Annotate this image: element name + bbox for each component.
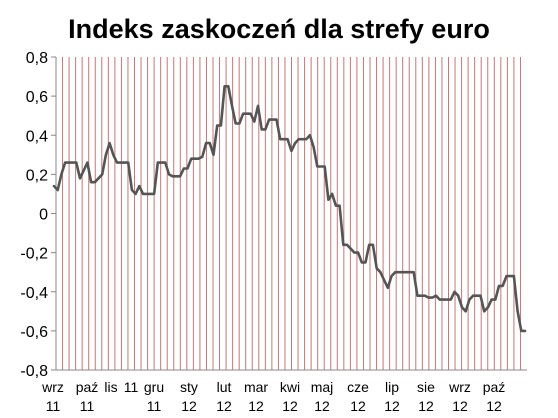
x-tick-label: paź [76,379,99,395]
x-tick-label: 11 [147,398,162,414]
x-tick-label: 12 [248,398,264,414]
x-tick-label: 12 [216,398,232,414]
x-tick-label: 12 [418,398,434,414]
x-tick-label: 12 [384,398,400,414]
x-tick-label: 12 [452,398,468,414]
y-tick-label: 0,8 [26,50,48,67]
x-tick-label: 12 [314,398,330,414]
chart-title: Indeks zaskoczeń dla strefy euro [68,14,490,44]
y-tick-label: 0 [39,207,48,224]
x-tick-label: 12 [350,398,366,414]
y-tick-label: 0,4 [26,128,48,145]
x-tick-label: mar [244,379,268,395]
x-tick-label: 11 [46,398,61,414]
x-tick-label: sty [180,379,198,395]
y-axis-ticks: 0,8 0,6 0,4 0,2 0 -0,2 -0,4 -0,6 -0,8 [20,50,56,380]
x-tick-label: sie [417,379,435,395]
x-tick-label: lip [385,379,399,395]
x-axis-ticks: wrz 11 paź 11 lis 11 gru 11 sty 12 lut 12 mar 12 kwi 12… [41,379,505,414]
x-tick-label: wrz [448,379,471,395]
series [52,85,527,333]
x-tick-label: cze [347,379,369,395]
x-tick-label: 12 [181,398,197,414]
x-tick-label: maj [311,379,334,395]
x-tick-label: 12 [486,398,502,414]
x-tick-label: lis [104,379,117,395]
y-tick-label: -0,6 [20,324,48,341]
x-tick-label: 12 [282,398,298,414]
y-tick-label: -0,8 [20,363,48,380]
x-tick-label: gru [144,379,164,395]
x-tick-label: paź [483,379,506,395]
x-tick-label: lut [217,379,232,395]
gridlines [62,57,521,370]
series-line [52,85,527,333]
x-tick-label: kwi [280,379,300,395]
y-tick-label: -0,2 [20,246,48,263]
y-tick-label: 0,6 [26,89,48,106]
x-tick-label: wrz [41,379,64,395]
y-tick-label: 0,2 [26,167,48,184]
x-tick-label: 11 [80,398,95,414]
x-tick-label: 11 [124,379,139,395]
y-tick-label: -0,4 [20,285,48,302]
